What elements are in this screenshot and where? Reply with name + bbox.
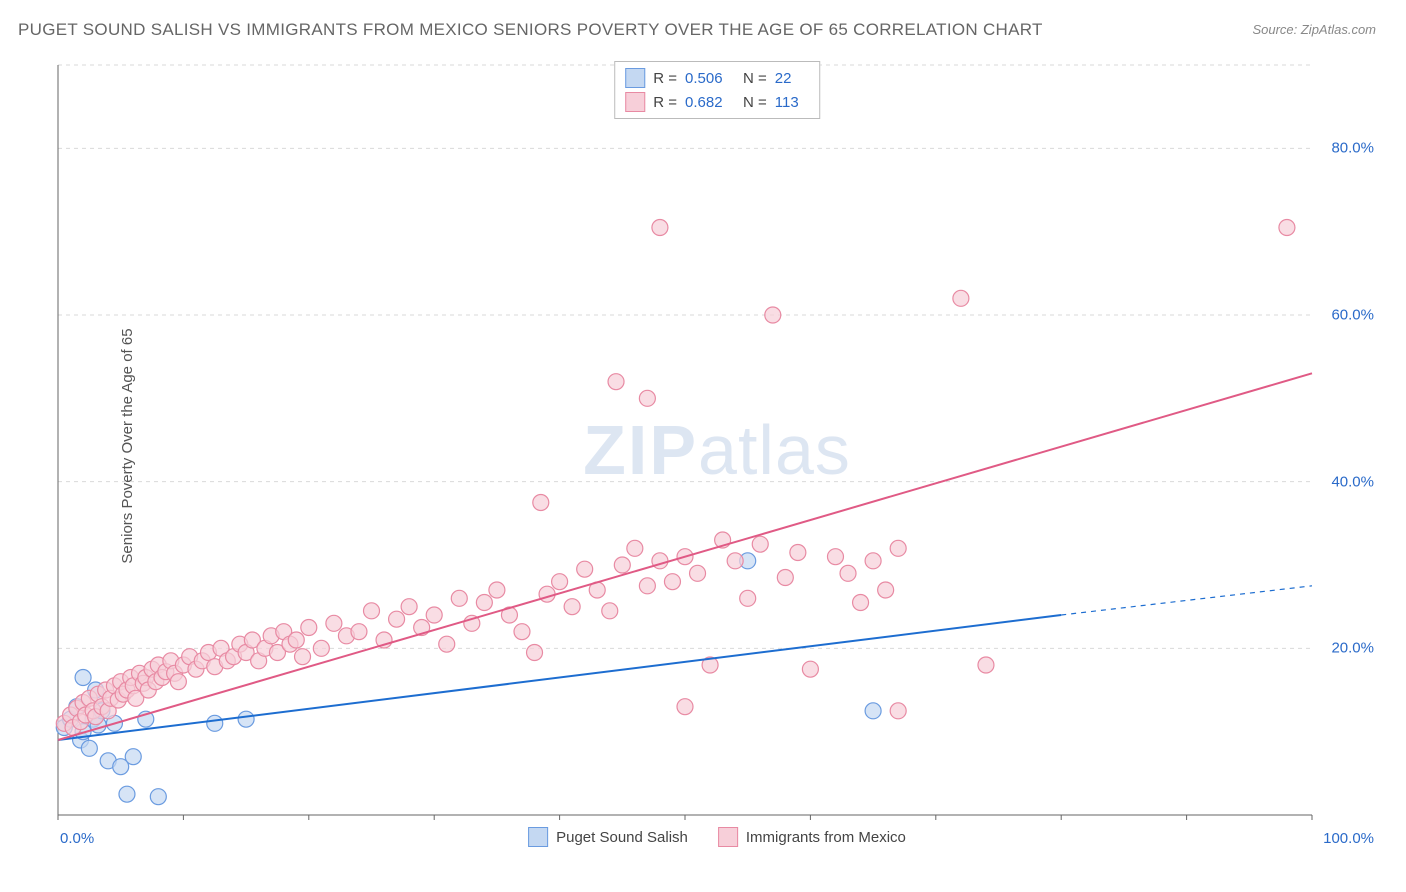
correlation-legend-row: R = 0.682 N = 113 [625, 90, 809, 114]
n-label: N = [743, 94, 767, 111]
series-legend-label: Puget Sound Salish [556, 829, 688, 846]
y-tick-label: 20.0% [1331, 640, 1374, 657]
y-tick-label: 60.0% [1331, 307, 1374, 324]
y-tick-label: 80.0% [1331, 140, 1374, 157]
n-label: N = [743, 70, 767, 87]
n-value: 22 [775, 70, 809, 87]
series-legend-item: Puget Sound Salish [528, 827, 688, 847]
series-legend: Puget Sound Salish Immigrants from Mexico [528, 827, 906, 847]
r-value: 0.506 [685, 70, 735, 87]
y-tick-label: 40.0% [1331, 473, 1374, 490]
x-axis-min-label: 0.0% [60, 830, 94, 847]
legend-swatch [528, 827, 548, 847]
source-attribution: Source: ZipAtlas.com [1252, 22, 1376, 37]
r-label: R = [653, 70, 677, 87]
x-axis-max-label: 100.0% [1323, 830, 1374, 847]
chart-container: PUGET SOUND SALISH VS IMMIGRANTS FROM ME… [0, 0, 1406, 892]
r-value: 0.682 [685, 94, 735, 111]
legend-swatch [625, 68, 645, 88]
r-label: R = [653, 94, 677, 111]
series-legend-item: Immigrants from Mexico [718, 827, 906, 847]
n-value: 113 [775, 94, 809, 111]
plot-area: ZIPatlas R =0.506N =22R =0.682N =113 0.0… [52, 55, 1382, 845]
chart-svg [52, 55, 1382, 845]
legend-swatch [625, 92, 645, 112]
correlation-legend-row: R = 0.506 N = 22 [625, 66, 809, 90]
chart-title: PUGET SOUND SALISH VS IMMIGRANTS FROM ME… [18, 20, 1043, 40]
correlation-legend: R = 0.506 N = 22 R = 0.682 N = 113 [614, 61, 820, 119]
legend-swatch [718, 827, 738, 847]
series-legend-label: Immigrants from Mexico [746, 829, 906, 846]
